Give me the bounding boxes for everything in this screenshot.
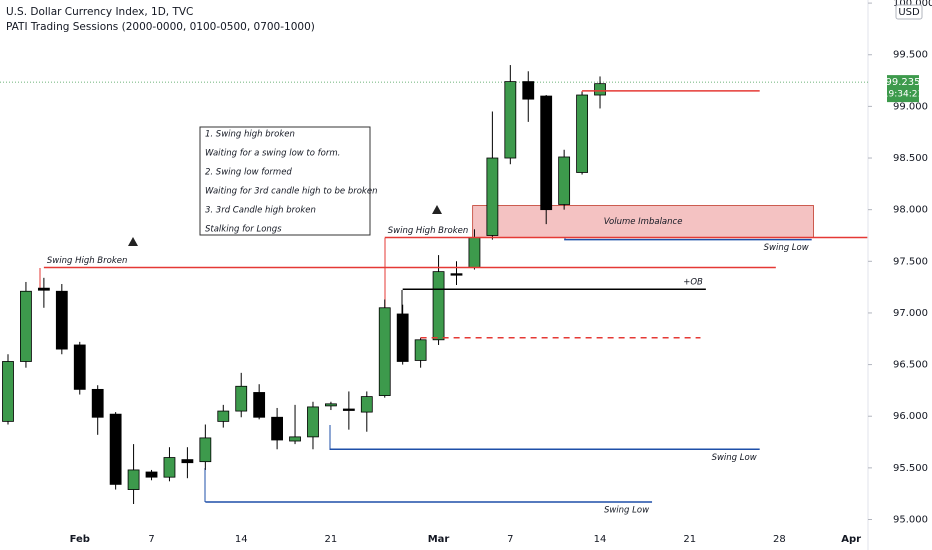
candle-body xyxy=(109,413,122,485)
y-tick-label: 96.000 xyxy=(893,411,928,422)
x-tick-label: 14 xyxy=(594,534,607,545)
y-tick-label: 98.500 xyxy=(893,153,928,164)
level-label: Swing Low xyxy=(764,243,809,253)
note-line: Waiting for a swing low to form. xyxy=(205,149,340,159)
note-line: 3. 3rd Candle high broken xyxy=(205,206,316,216)
chart-subtitle: PATI Trading Sessions (2000-0000, 0100-0… xyxy=(6,21,315,33)
warning-icon xyxy=(432,205,442,214)
zone-label: Volume Imbalance xyxy=(604,217,683,227)
candle-body xyxy=(450,273,463,276)
candle-body xyxy=(235,385,248,412)
candle-body xyxy=(325,403,337,407)
note-line: Stalking for Longs xyxy=(205,225,282,235)
candle-body xyxy=(73,344,86,390)
x-tick-label: 28 xyxy=(773,534,786,545)
level-label: Swing High Broken xyxy=(388,226,469,236)
currency-box xyxy=(895,4,923,20)
candle-body xyxy=(37,287,50,291)
candle-body xyxy=(2,361,14,422)
note-box xyxy=(199,126,371,236)
candle-body xyxy=(432,271,445,341)
y-tick-label: 98.000 xyxy=(893,205,928,216)
candle-body xyxy=(522,81,535,100)
warning-icon xyxy=(128,237,138,246)
x-tick-label: 21 xyxy=(325,534,338,545)
y-tick-label: 99.000 xyxy=(893,101,928,112)
note-line: Waiting for 3rd candle high to be broken xyxy=(205,187,377,197)
countdown-label: 19:34:21 xyxy=(883,90,923,100)
x-tick-label: Apr xyxy=(841,534,861,545)
x-tick-label: Mar xyxy=(428,534,450,545)
candle-body xyxy=(468,237,481,268)
candle-body xyxy=(540,95,553,211)
candle-body xyxy=(145,471,158,478)
level-label: Swing Low xyxy=(712,453,757,463)
candle-body xyxy=(163,457,176,478)
candle-body xyxy=(576,94,588,173)
candle-body xyxy=(181,459,194,464)
volume-imbalance-zone xyxy=(472,205,814,238)
candle-body xyxy=(504,81,517,159)
level-label: Swing High Broken xyxy=(47,256,128,266)
x-tick-label: 21 xyxy=(683,534,696,545)
candle-body xyxy=(342,408,355,411)
candle-body xyxy=(217,410,230,422)
x-tick-label: Feb xyxy=(70,534,90,545)
candle-body xyxy=(378,307,391,396)
level-label: Swing Low xyxy=(604,505,649,515)
candle-body xyxy=(127,469,140,490)
y-tick-label: 97.000 xyxy=(893,308,928,319)
candle-body xyxy=(289,436,301,442)
y-tick-label: 95.500 xyxy=(893,463,928,474)
candle-body xyxy=(360,396,373,413)
y-tick-label: 99.500 xyxy=(893,50,928,61)
note-line: 1. Swing high broken xyxy=(205,130,295,140)
x-tick-label: 7 xyxy=(148,534,154,545)
candle-body xyxy=(199,437,212,463)
last-price-label: 99.235 xyxy=(886,77,921,88)
chart-title: U.S. Dollar Currency Index, 1D, TVC xyxy=(6,6,193,18)
candle-body xyxy=(91,388,104,418)
x-tick-label: 14 xyxy=(235,534,248,545)
candle-body xyxy=(558,156,571,205)
y-tick-label: 96.500 xyxy=(893,360,928,371)
candle-body xyxy=(486,157,499,236)
level-label: +OB xyxy=(683,278,703,288)
note-line: 2. Swing low formed xyxy=(205,168,292,178)
candle-body xyxy=(55,290,68,350)
candle-body xyxy=(594,83,606,96)
candle-body xyxy=(396,313,409,362)
x-tick-label: 7 xyxy=(507,534,513,545)
currency: USD xyxy=(898,7,920,18)
candle-body xyxy=(253,392,266,418)
candle-body xyxy=(20,290,32,362)
candle-body xyxy=(414,339,427,361)
price-tag xyxy=(887,75,919,103)
candle-body xyxy=(271,416,284,441)
y-tick-label: 95.000 xyxy=(893,515,928,526)
candle-body xyxy=(307,406,319,438)
y-tick-label: 97.500 xyxy=(893,256,928,267)
